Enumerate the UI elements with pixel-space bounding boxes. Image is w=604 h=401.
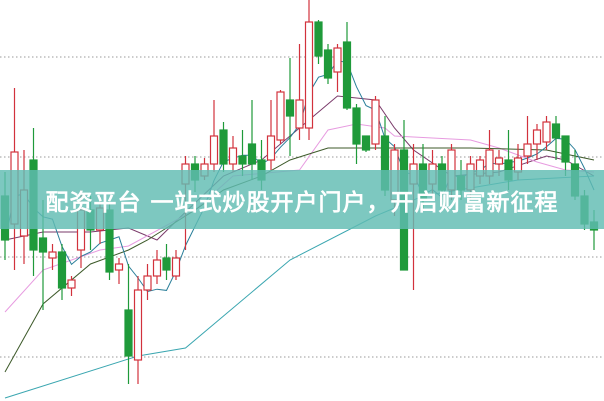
- candle: [238, 130, 247, 176]
- candle: [57, 244, 67, 300]
- candle: [532, 124, 542, 160]
- candle-body: [532, 129, 542, 145]
- candle-body: [561, 135, 570, 163]
- candle: [114, 258, 124, 284]
- candle-body: [371, 99, 380, 145]
- candle-body: [162, 257, 171, 271]
- candle-body: [276, 91, 285, 141]
- candle: [124, 264, 133, 384]
- candle-body: [494, 157, 504, 165]
- candle-body: [523, 143, 532, 157]
- candle-body: [114, 263, 124, 271]
- candle: [48, 244, 57, 270]
- candle: [133, 276, 143, 384]
- candle: [276, 90, 285, 144]
- candle: [304, 0, 314, 140]
- candle-body: [266, 135, 276, 161]
- candle-body: [143, 275, 152, 291]
- candle: [342, 22, 352, 110]
- candle-body: [171, 257, 181, 277]
- candle-body: [361, 135, 371, 151]
- candle: [247, 100, 257, 180]
- candle: [67, 276, 76, 296]
- candle-body: [57, 251, 67, 289]
- candle-body: [333, 47, 342, 73]
- candle-body: [285, 99, 295, 117]
- candle: [295, 44, 304, 140]
- candle: [171, 250, 181, 280]
- candle: [219, 122, 228, 172]
- candle-body: [38, 237, 48, 253]
- candle: [314, 20, 323, 64]
- candle: [285, 58, 295, 156]
- candle: [333, 44, 342, 92]
- candle-body: [304, 21, 314, 129]
- candle-body: [228, 147, 238, 165]
- candle: [542, 116, 551, 150]
- candle: [352, 104, 361, 164]
- candle-body: [314, 21, 323, 57]
- candle: [551, 116, 561, 160]
- candle-body: [542, 121, 551, 143]
- candle: [371, 96, 380, 150]
- candle: [152, 250, 162, 284]
- candle-body: [323, 49, 333, 79]
- candle-body: [342, 41, 352, 109]
- candle: [361, 135, 371, 152]
- candle-body: [551, 123, 561, 139]
- candle-body: [48, 251, 57, 259]
- candle: [266, 100, 276, 170]
- candle: [323, 44, 333, 84]
- candle-body: [295, 99, 304, 129]
- candle: [162, 244, 171, 280]
- candle: [523, 116, 532, 164]
- candle-body: [152, 259, 162, 277]
- candle-body: [133, 289, 143, 361]
- promo-banner: 配资平台 一站式炒股开户门户，开启财富新征程: [0, 170, 604, 229]
- candle-body: [124, 309, 133, 357]
- banner-text: 配资平台 一站式炒股开户门户，开启财富新征程: [45, 189, 559, 216]
- candle-body: [238, 155, 247, 165]
- candle-body: [352, 107, 361, 145]
- candle: [209, 100, 219, 172]
- gridlines: [0, 56, 604, 358]
- candle-body: [67, 279, 76, 289]
- candle: [228, 136, 238, 172]
- candle-body: [219, 129, 228, 165]
- candle-body: [209, 135, 219, 165]
- candle-body: [247, 143, 257, 165]
- candle: [143, 264, 152, 300]
